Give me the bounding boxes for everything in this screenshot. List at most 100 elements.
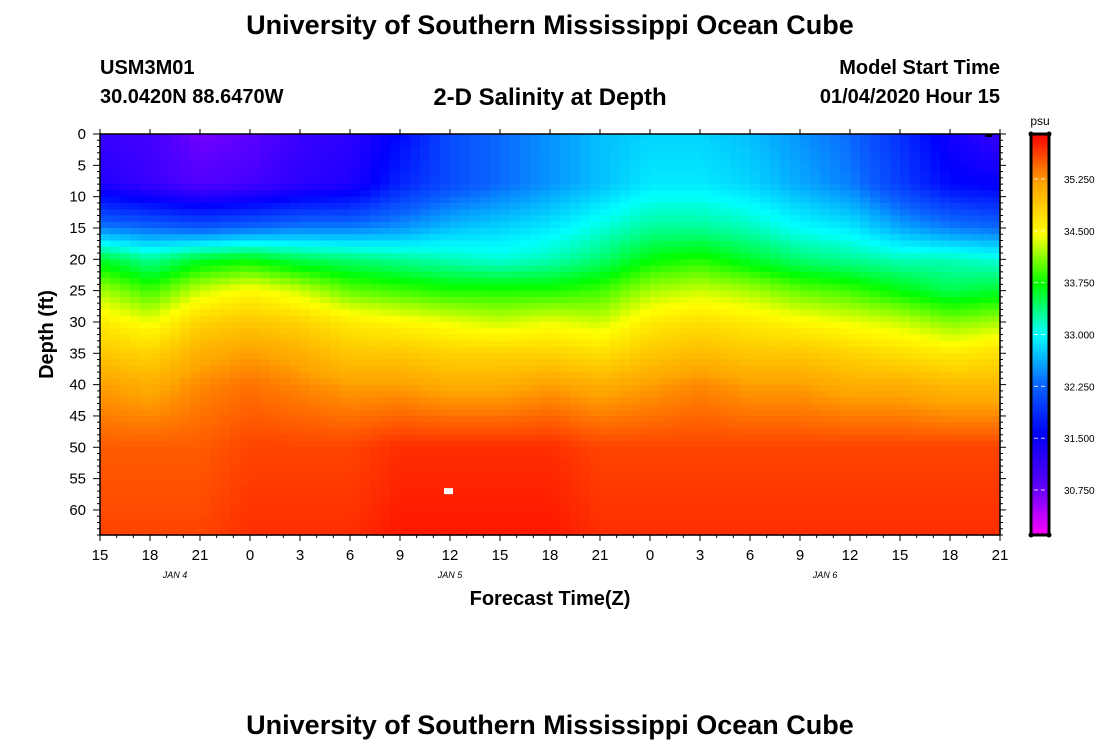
heatmap-cell [850,497,861,505]
heatmap-cell [500,497,511,505]
heatmap-cell [490,359,501,367]
heatmap-cell [720,334,731,342]
heatmap-cell [480,221,491,229]
heatmap-cell [560,528,571,536]
heatmap-cell [130,303,141,311]
heatmap-cell [730,221,741,229]
heatmap-cell [870,321,881,329]
heatmap-cell [690,309,701,317]
heatmap-cell [180,246,191,254]
heatmap-cell [730,497,741,505]
heatmap-cell [410,284,421,292]
heatmap-cell [690,415,701,423]
heatmap-cell [560,209,571,217]
heatmap-cell [110,478,121,486]
heatmap-cell [310,453,321,461]
heatmap-cell [120,309,131,317]
heatmap-cell [480,184,491,191]
heatmap-cell [190,334,201,342]
heatmap-cell [740,409,751,417]
heatmap-cell [440,334,451,342]
heatmap-cell [510,165,521,173]
heatmap-cell [610,447,621,455]
heatmap-cell [750,384,761,392]
heatmap-cell [150,359,161,367]
heatmap-cell [150,240,161,248]
heatmap-cell [570,522,581,530]
heatmap-cell [470,165,481,173]
heatmap-cell [870,409,881,417]
heatmap-cell [600,227,611,235]
heatmap-cell [740,384,751,392]
heatmap-cell [700,466,711,473]
station-id: USM3M01 [100,57,195,79]
heatmap-cell [670,290,681,298]
heatmap-cell [280,372,291,379]
heatmap-cell [440,146,451,154]
heatmap-cell [710,516,721,524]
heatmap-cell [100,190,111,198]
heatmap-cell [790,152,801,160]
heatmap-cell [510,140,521,148]
heatmap-cell [490,397,501,405]
heatmap-cell [410,265,421,273]
heatmap-cell [280,459,291,467]
heatmap-cell [690,303,701,311]
heatmap-cell [220,303,231,311]
heatmap-cell [720,315,731,323]
heatmap-cell [180,303,191,311]
heatmap-cell [150,409,161,417]
heatmap-cell [690,359,701,367]
heatmap-cell [130,340,141,348]
heatmap-cell [190,296,201,304]
heatmap-cell [470,365,481,373]
heatmap-cell [250,296,261,304]
heatmap-cell [180,321,191,329]
heatmap-cell [560,484,571,492]
heatmap-cell [840,184,851,191]
heatmap-cell [750,246,761,254]
heatmap-cell [500,528,511,536]
heatmap-cell [750,265,761,273]
heatmap-cell [210,234,221,242]
heatmap-cell [320,240,331,248]
heatmap-cell [110,484,121,492]
heatmap-cell [570,296,581,304]
heatmap-cell [740,134,751,141]
heatmap-cell [450,334,461,342]
heatmap-cell [230,528,241,536]
heatmap-cell [440,221,451,229]
heatmap-cell [170,202,181,210]
heatmap-cell [480,284,491,292]
heatmap-cell [480,347,491,354]
heatmap-cell [410,447,421,455]
heatmap-cell [470,434,481,442]
heatmap-cell [500,209,511,217]
heatmap-cell [730,478,741,486]
heatmap-cell [760,303,771,311]
heatmap-cell [170,259,181,267]
heatmap-cell [430,466,441,473]
heatmap-cell [260,303,271,311]
heatmap-cell [310,528,321,536]
heatmap-cell [230,378,241,386]
heatmap-cell [850,234,861,242]
heatmap-cell [110,190,121,198]
heatmap-cell [180,146,191,154]
heatmap-cell [740,328,751,336]
heatmap-cell [320,209,331,217]
heatmap-cell [840,453,851,461]
heatmap-cell [730,459,741,467]
heatmap-cell [290,516,301,524]
heatmap-cell [300,503,311,511]
heatmap-cell [370,284,381,292]
heatmap-cell [120,278,131,285]
heatmap-cell [310,271,321,279]
heatmap-cell [860,159,871,166]
heatmap-cell [520,140,531,148]
heatmap-cell [520,340,531,348]
heatmap-cell [540,140,551,148]
heatmap-cell [420,347,431,354]
heatmap-cell [510,478,521,486]
heatmap-cell [390,177,401,185]
